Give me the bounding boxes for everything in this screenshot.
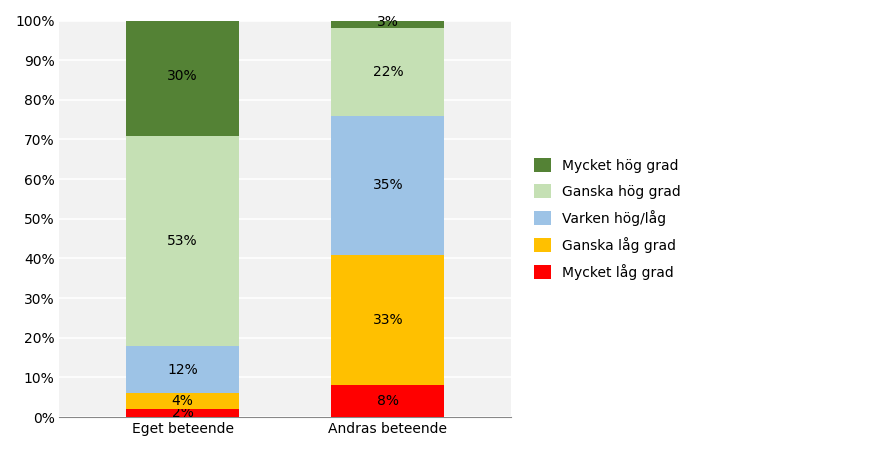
Legend: Mycket hög grad, Ganska hög grad, Varken hög/låg, Ganska låg grad, Mycket låg gr: Mycket hög grad, Ganska hög grad, Varken… [527, 151, 688, 287]
Text: 22%: 22% [373, 65, 403, 79]
Text: 35%: 35% [373, 178, 403, 192]
Text: 2%: 2% [171, 406, 194, 420]
Bar [332, 116, 445, 254]
Text: 30%: 30% [167, 69, 198, 83]
Bar [126, 17, 239, 135]
Text: 4%: 4% [171, 394, 194, 408]
Bar [332, 28, 445, 116]
Bar [332, 386, 445, 417]
Bar [126, 346, 239, 393]
Text: 53%: 53% [167, 234, 198, 248]
Bar [332, 254, 445, 386]
Bar [126, 135, 239, 346]
Text: 12%: 12% [167, 363, 198, 377]
Bar [332, 17, 445, 28]
Text: 3%: 3% [377, 15, 399, 29]
Text: 33%: 33% [373, 313, 403, 327]
Text: 8%: 8% [377, 394, 399, 408]
Bar [126, 393, 239, 409]
Bar [126, 409, 239, 417]
